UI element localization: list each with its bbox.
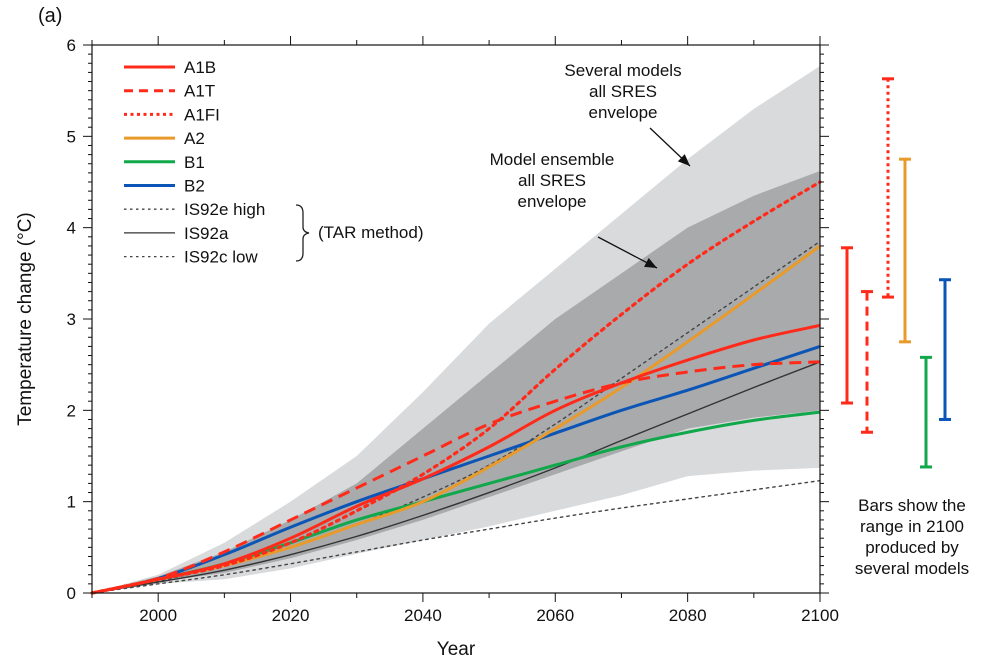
x-tick-label: 2040 <box>404 606 442 625</box>
series-line-a1b <box>91 323 821 595</box>
legend-group-label: (TAR method) <box>318 223 424 242</box>
legend-label-is92a: IS92a <box>184 224 229 243</box>
bars-note-line2: range in 2100 <box>860 517 964 536</box>
series-line-is92e-high <box>91 240 821 594</box>
series-line-b2 <box>91 344 821 595</box>
x-tick-label: 2000 <box>139 606 177 625</box>
envelope-1 <box>92 171 820 594</box>
y-tick-label: 3 <box>67 310 76 329</box>
annotation-model-ensemble-line3: envelope <box>517 192 586 211</box>
bars-note-line1: Bars show the <box>858 496 966 515</box>
envelope-0 <box>92 66 820 594</box>
x-tick-label: 2060 <box>536 606 574 625</box>
legend-label-a2: A2 <box>184 129 205 148</box>
bars-note-line3: produced by <box>865 538 959 557</box>
series-line-a1fi <box>90 180 822 595</box>
y-tick-label: 5 <box>67 127 76 146</box>
annotation-model-ensemble-line1: Model ensemble <box>490 150 615 169</box>
legend-label-a1b: A1B <box>184 58 216 77</box>
x-tick-label: 2020 <box>272 606 310 625</box>
y-tick-label: 6 <box>67 36 76 55</box>
y-tick-label: 4 <box>67 219 76 238</box>
legend-label-is92e-high: IS92e high <box>184 200 265 219</box>
panel-label: (a) <box>38 5 62 27</box>
legend-label-is92c-low: IS92c low <box>184 248 258 267</box>
series-line-is92a <box>91 361 821 594</box>
annotation-model-ensemble-line2: all SRES <box>518 171 586 190</box>
x-tick-label: 2100 <box>801 606 839 625</box>
legend-label-a1fi: A1FI <box>184 105 220 124</box>
annotation-several-models-line1: Several models <box>564 61 681 80</box>
legend-label-b1: B1 <box>184 153 205 172</box>
y-tick-label: 0 <box>67 584 76 603</box>
y-tick-label: 2 <box>67 401 76 420</box>
y-axis-label: Temperature change (°C) <box>15 212 36 426</box>
legend-label-a1t: A1T <box>184 82 215 101</box>
arrow-model-ensemble-head <box>644 257 657 268</box>
annotation-several-models-line3: envelope <box>588 103 657 122</box>
arrow-several-models-head <box>677 154 690 166</box>
x-tick-label: 2080 <box>669 606 707 625</box>
annotation-several-models-line2: all SRES <box>589 82 657 101</box>
x-axis-label: Year <box>437 639 476 660</box>
legend-label-b2: B2 <box>184 177 205 196</box>
legend-brace <box>295 204 310 262</box>
y-tick-label: 1 <box>67 493 76 512</box>
bars-note-line4: several models <box>855 559 969 578</box>
